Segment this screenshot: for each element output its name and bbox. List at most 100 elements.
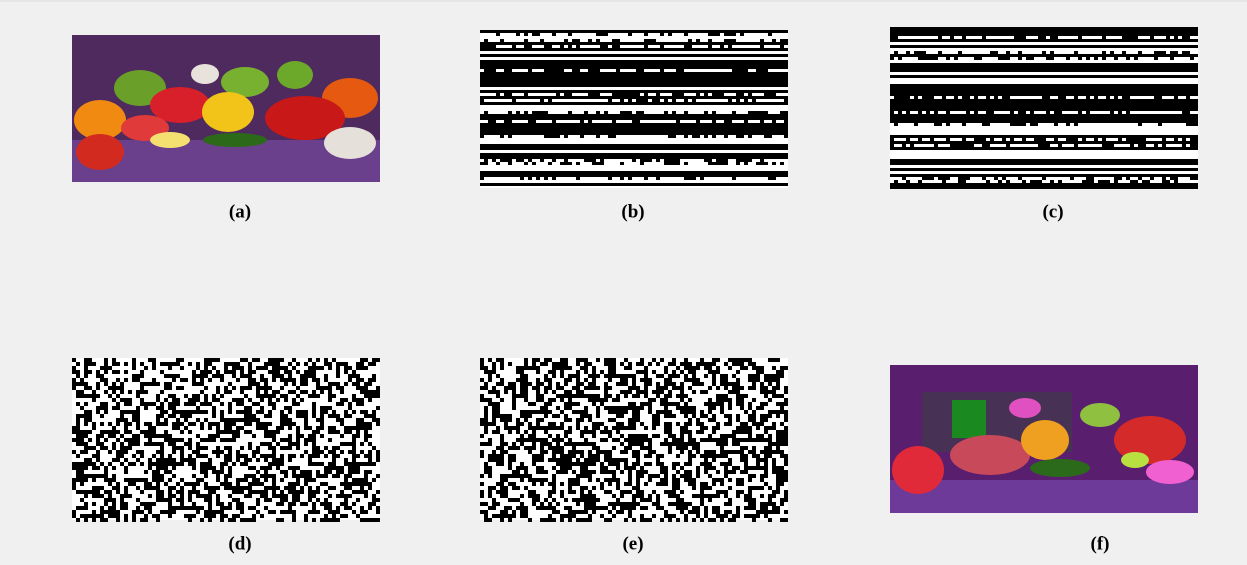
speck (624, 518, 628, 522)
stripe (890, 162, 1198, 165)
speck (300, 398, 304, 402)
speck (688, 45, 692, 48)
speck (120, 446, 124, 450)
speck (180, 446, 184, 450)
speck (136, 426, 140, 430)
speck (708, 450, 712, 454)
speck (576, 39, 580, 42)
speck (192, 458, 196, 462)
speck (720, 45, 724, 48)
speck (612, 370, 616, 374)
speck (688, 478, 692, 482)
speck (92, 390, 96, 394)
speck (556, 458, 560, 462)
speck (280, 418, 284, 422)
speck (620, 422, 624, 426)
speck (308, 370, 312, 374)
speck (704, 366, 708, 370)
speck (508, 135, 512, 138)
speck (172, 414, 176, 418)
speck (764, 454, 768, 458)
speck (172, 458, 176, 462)
speck (220, 470, 224, 474)
speck (740, 33, 744, 36)
speck (588, 414, 592, 418)
speck (780, 402, 784, 406)
speck (360, 366, 364, 370)
speck (116, 370, 120, 374)
speck (664, 438, 668, 442)
speck (668, 159, 672, 162)
speck (616, 406, 620, 410)
speck (292, 466, 296, 470)
speck (356, 398, 360, 402)
speck (986, 96, 990, 99)
speck (588, 382, 592, 386)
speck (752, 386, 756, 390)
speck (732, 518, 736, 522)
speck (252, 482, 256, 486)
speck (96, 466, 100, 470)
speck (516, 466, 520, 470)
speck (1098, 180, 1102, 183)
speck (228, 406, 232, 410)
speck (676, 366, 680, 370)
speck (372, 494, 376, 498)
speck (1038, 138, 1042, 141)
speck (252, 358, 256, 362)
speck (108, 434, 112, 438)
speck (728, 390, 732, 394)
speck (332, 358, 336, 362)
speck (664, 111, 668, 114)
speck (608, 502, 612, 506)
speck (556, 510, 560, 514)
speck (340, 390, 344, 394)
speck (336, 470, 340, 474)
speck (140, 370, 144, 374)
speck (168, 458, 172, 462)
speck (544, 478, 548, 482)
speck (80, 406, 84, 410)
speck (272, 438, 276, 442)
speck (588, 374, 592, 378)
speck (716, 402, 720, 406)
speck (784, 430, 788, 434)
speck (544, 390, 548, 394)
speck (564, 506, 568, 510)
speck (364, 470, 368, 474)
speck (744, 394, 748, 398)
speck (264, 478, 268, 482)
speck (232, 518, 236, 522)
speck (568, 378, 572, 382)
speck (160, 458, 164, 462)
speck (88, 394, 92, 398)
speck (740, 366, 744, 370)
speck (744, 410, 748, 414)
speck (740, 358, 744, 362)
page: (a) (b) (c) (d) (e) (f) (() => { const d… (0, 0, 1247, 565)
speck (276, 466, 280, 470)
speck (608, 370, 612, 374)
speck (488, 506, 492, 510)
speck (520, 474, 524, 478)
speck (644, 39, 648, 42)
speck (780, 422, 784, 426)
speck (958, 144, 962, 147)
speck (84, 394, 88, 398)
speck (608, 366, 612, 370)
speck (104, 430, 108, 434)
speck (548, 490, 552, 494)
speck (636, 470, 640, 474)
speck (772, 162, 776, 165)
speck (696, 450, 700, 454)
speck (276, 494, 280, 498)
speck (524, 378, 528, 382)
speck (604, 518, 608, 522)
speck (584, 506, 588, 510)
speck (620, 162, 624, 165)
speck (728, 510, 732, 514)
speck (516, 506, 520, 510)
speck (360, 358, 364, 362)
speck (962, 138, 966, 141)
speck (340, 442, 344, 446)
